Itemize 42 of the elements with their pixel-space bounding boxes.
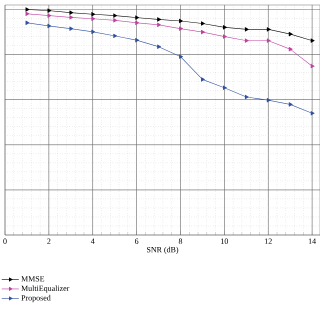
point <box>288 32 293 36</box>
point <box>26 20 30 26</box>
point <box>244 94 249 100</box>
point <box>47 24 52 28</box>
point <box>91 16 96 21</box>
point <box>288 46 293 52</box>
point <box>266 27 271 32</box>
point <box>135 38 140 42</box>
point <box>157 17 162 22</box>
point <box>157 44 162 49</box>
point <box>201 77 205 82</box>
point <box>266 38 271 43</box>
point <box>201 21 205 26</box>
point <box>222 86 227 90</box>
point <box>91 12 96 16</box>
point <box>222 34 227 39</box>
point <box>47 8 52 13</box>
point <box>244 27 249 32</box>
point <box>135 15 140 20</box>
point <box>179 18 183 24</box>
point <box>288 102 293 107</box>
point <box>179 54 183 59</box>
point <box>157 22 162 28</box>
point <box>179 26 183 31</box>
point <box>91 30 96 34</box>
point <box>113 34 118 38</box>
point <box>201 30 205 34</box>
point <box>69 10 74 15</box>
point <box>266 98 271 102</box>
point <box>26 7 30 12</box>
point <box>244 38 249 43</box>
point <box>135 20 140 26</box>
point <box>69 26 74 31</box>
point <box>26 12 30 16</box>
point <box>47 13 52 18</box>
point <box>310 64 315 68</box>
point <box>222 25 227 30</box>
point <box>310 111 315 116</box>
point <box>310 38 315 43</box>
point <box>113 13 118 18</box>
point <box>69 15 74 20</box>
point <box>113 18 118 23</box>
